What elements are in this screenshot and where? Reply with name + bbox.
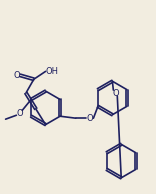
Text: O: O — [112, 88, 119, 98]
Text: O: O — [16, 109, 23, 118]
Text: O: O — [86, 114, 93, 123]
Text: O: O — [14, 71, 20, 80]
Text: OH: OH — [46, 67, 59, 76]
